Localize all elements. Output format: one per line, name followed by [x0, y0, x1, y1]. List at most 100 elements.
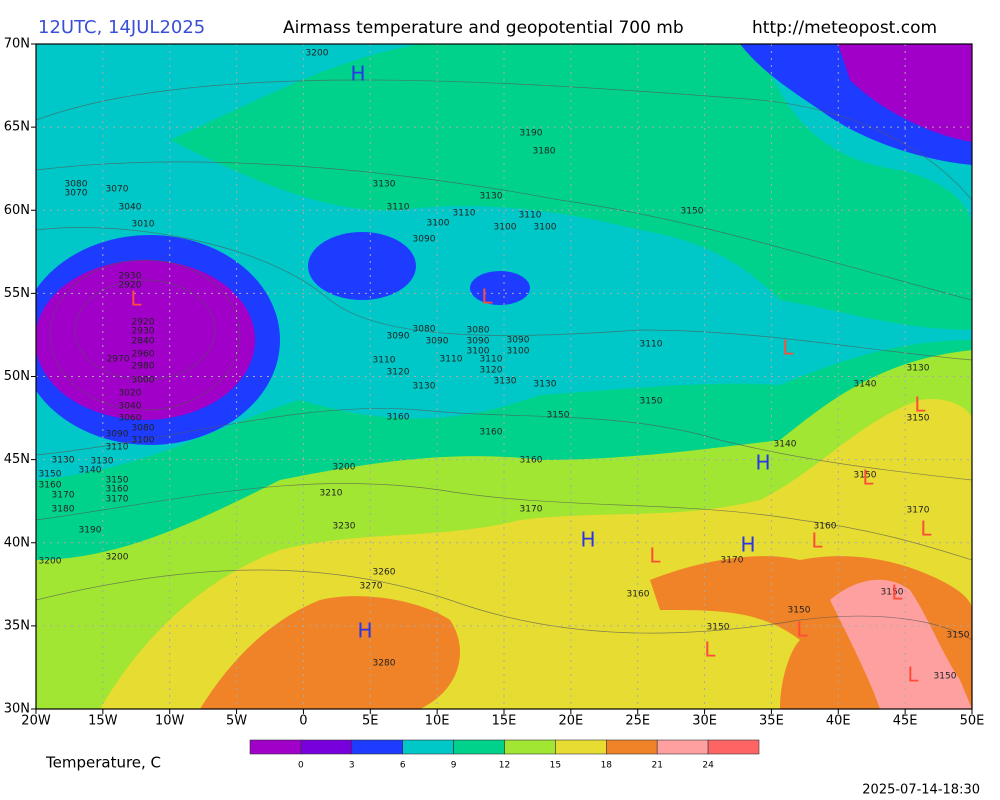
contour-label: 3170 — [52, 491, 75, 501]
pressure-center: L — [907, 663, 919, 687]
contour-label: 3090 — [467, 337, 490, 347]
colorbar-swatch — [402, 739, 454, 755]
contour-label: 3200 — [106, 553, 129, 563]
y-tick-label: 40N — [4, 535, 30, 550]
colorbar-swatch — [351, 739, 403, 755]
contour-label: 2980 — [132, 362, 155, 372]
contour-label: 3070 — [106, 185, 129, 195]
contour-label: 3190 — [79, 526, 102, 536]
contour-label: 3130 — [413, 382, 436, 392]
x-tick-label: 5W — [226, 714, 247, 729]
colorbar-tick-label: 3 — [349, 761, 355, 771]
contour-label: 3110 — [480, 355, 503, 365]
contour-label: 3090 — [387, 332, 410, 342]
contour-label: 3200 — [306, 49, 329, 59]
contour-label: 3160 — [627, 590, 650, 600]
field-24-27 — [830, 579, 972, 709]
pressure-center: L — [811, 529, 823, 553]
contour-label: 3080 — [65, 180, 88, 190]
x-tick-label: 30E — [692, 714, 717, 729]
contour-label: 3000 — [132, 376, 155, 386]
field-21-24 — [200, 596, 460, 709]
x-tick-label: 40E — [826, 714, 851, 729]
contour-label: 3150 — [547, 411, 570, 421]
pressure-center: H — [350, 62, 365, 86]
pressure-center: L — [796, 618, 808, 642]
contour-label: 2920 — [132, 318, 155, 328]
colorbar-swatch — [605, 739, 658, 755]
contour-label: 2930 — [119, 272, 142, 282]
x-tick-label: 35E — [759, 714, 784, 729]
y-tick-label: 35N — [4, 618, 30, 633]
contour-label: 3130 — [907, 364, 930, 374]
contour-label: 3090 — [413, 235, 436, 245]
contour-label: 3150 — [681, 207, 704, 217]
y-tick-label: 65N — [4, 120, 30, 135]
run-time: 12UTC, 14JUL2025 — [38, 17, 205, 38]
contour-label: 3260 — [373, 568, 396, 578]
contour-label: 3110 — [440, 355, 463, 365]
field-3-6 — [470, 271, 530, 305]
contour-label: 3060 — [119, 414, 142, 424]
contour-label: 3100 — [494, 223, 517, 233]
source-url: http://meteopost.com — [752, 18, 937, 38]
contour-label: 3160 — [814, 522, 837, 532]
contour-label: 3150 — [106, 476, 129, 486]
contour-label: 3090 — [426, 337, 449, 347]
pressure-center: H — [755, 451, 770, 475]
contour-label: 3010 — [132, 220, 155, 230]
contour-label: 3130 — [373, 180, 396, 190]
contour-label: 3150 — [707, 623, 730, 633]
contour-label: 3110 — [106, 443, 129, 453]
contour-label: 3150 — [881, 588, 904, 598]
contour-label: 3140 — [854, 380, 877, 390]
contour-label: 3100 — [132, 436, 155, 446]
contour-label: 3150 — [854, 471, 877, 481]
x-tick-label: 10W — [155, 714, 185, 729]
contour-label: 3180 — [533, 147, 556, 157]
contour-label: 3070 — [65, 189, 88, 199]
map-labels: 20W 15W 10W 5W 0 5E 10E 15E 20E 25E 30E 35E 40E 45E 50… — [4, 37, 985, 729]
header: 12UTC, 14JUL2025 Airmass temperature and… — [38, 17, 937, 38]
contour-label: 3080 — [132, 424, 155, 434]
x-tick-label: 10E — [425, 714, 450, 729]
y-tick-label: 45N — [4, 452, 30, 467]
contour-label: 3110 — [373, 356, 396, 366]
x-tick-label: 15E — [492, 714, 517, 729]
contour-label: 3130 — [52, 456, 75, 466]
colorbar-swatch — [656, 739, 709, 755]
contour-label: 3080 — [467, 326, 490, 336]
contour-label: 3040 — [119, 203, 142, 213]
map-title: Airmass temperature and geopotential 700… — [283, 18, 684, 38]
colorbar-tick-label: 9 — [451, 761, 457, 771]
contour-label: 3200 — [333, 463, 356, 473]
contour-label: 3160 — [520, 456, 543, 466]
contour-label: 2960 — [132, 350, 155, 360]
field-3-6 — [308, 232, 416, 300]
pressure-center: L — [862, 466, 874, 490]
colorbar-title: Temperature, C — [45, 754, 161, 772]
contour-label: 3190 — [520, 129, 543, 139]
pressure-center: L — [782, 336, 794, 360]
contour-label: 3150 — [947, 631, 970, 641]
contour-label: 3120 — [387, 368, 410, 378]
contour-label: 3040 — [119, 402, 142, 412]
pressure-center: L — [649, 544, 661, 568]
contour-label: 3280 — [373, 659, 396, 669]
x-tick-label: 0 — [299, 714, 307, 729]
contour-label: 3150 — [907, 414, 930, 424]
contour-label: 3200 — [39, 557, 62, 567]
contour-label: 3140 — [79, 466, 102, 476]
colorbar-tick-label: 21 — [651, 761, 662, 771]
contour-label: 3110 — [519, 211, 542, 221]
timestamp: 2025-07-14-18:30 — [862, 783, 980, 798]
x-tick-label: 50E — [960, 714, 985, 729]
colorbar-tick-label: 6 — [400, 761, 406, 771]
contour-label: 3150 — [39, 470, 62, 480]
contour-label: 3130 — [494, 377, 517, 387]
contour-label: 3160 — [480, 428, 503, 438]
contour-label: 3020 — [119, 389, 142, 399]
x-tick-label: 20E — [558, 714, 583, 729]
contour-label: 3270 — [360, 582, 383, 592]
